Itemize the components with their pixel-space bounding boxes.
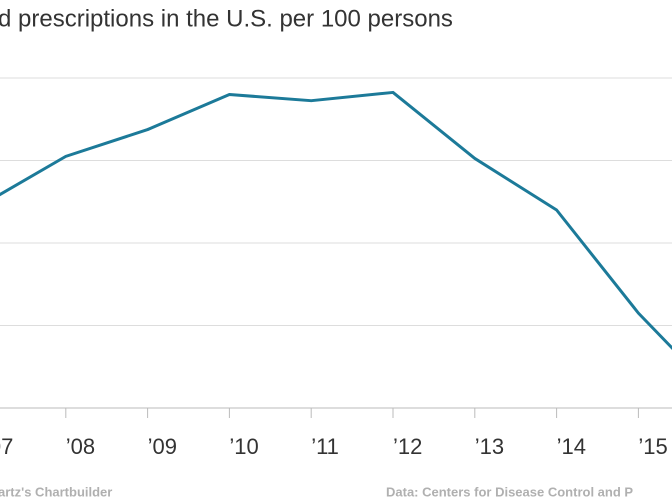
x-tick-label: ’13 — [475, 434, 504, 459]
x-tick-label: ’12 — [393, 434, 422, 459]
chart-title: d prescriptions in the U.S. per 100 pers… — [0, 5, 453, 32]
x-tick-label: ’15 — [638, 434, 667, 459]
source-left: artz's Chartbuilder — [0, 484, 112, 499]
x-tick-label: ’10 — [229, 434, 258, 459]
x-tick-label: ’07 — [0, 434, 13, 459]
x-tick-label: ’11 — [311, 434, 339, 459]
x-tick-label: ’09 — [148, 434, 177, 459]
source-right: Data: Centers for Disease Control and P — [386, 484, 633, 499]
x-tick-label: ’14 — [557, 434, 586, 459]
x-tick-label: ’08 — [66, 434, 95, 459]
data-line — [0, 90, 672, 351]
